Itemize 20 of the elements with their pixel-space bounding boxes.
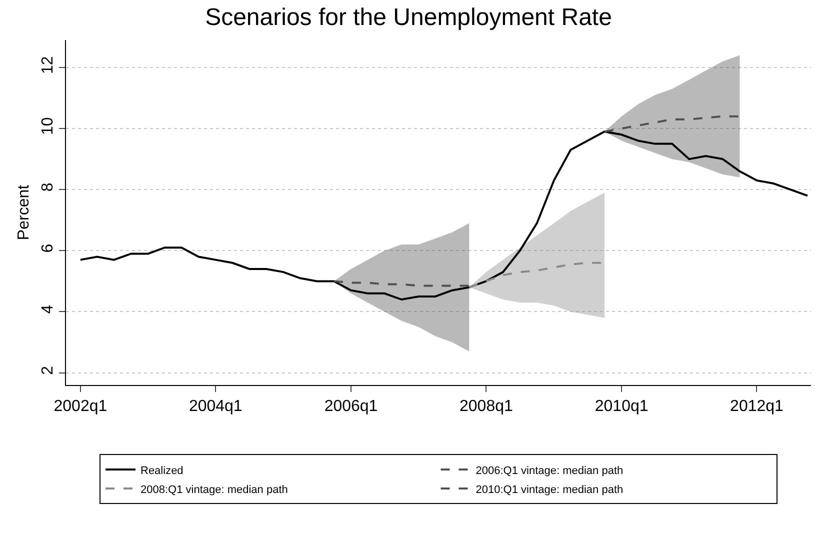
y-tick-label: 2 xyxy=(40,366,57,375)
y-tick-label: 8 xyxy=(40,182,57,192)
y-axis-title: Percent xyxy=(16,184,32,240)
x-tick-label: 2002q1 xyxy=(54,398,108,416)
legend-label: 2010:Q1 vintage: median path xyxy=(476,484,624,496)
x-tick-label: 2012q1 xyxy=(730,398,784,416)
y-tick-label: 6 xyxy=(40,244,57,253)
legend-label: Realized xyxy=(140,464,184,477)
legend-label: 2008:Q1 vintage: median path xyxy=(140,484,288,496)
x-tick-label: 2006q1 xyxy=(324,398,378,416)
legend-label: 2006:Q1 vintage: median path xyxy=(476,464,624,477)
y-tick-label: 10 xyxy=(40,117,57,136)
x-tick-label: 2008q1 xyxy=(459,398,513,416)
y-tick-label: 12 xyxy=(40,56,57,74)
x-tick-label: 2010q1 xyxy=(594,398,648,416)
y-tick-label: 4 xyxy=(40,304,57,314)
chart-title: Scenarios for the Unemployment Rate xyxy=(205,4,612,31)
line-series xyxy=(79,130,808,301)
x-tick-label: 2004q1 xyxy=(188,398,242,416)
line-series xyxy=(604,115,741,133)
